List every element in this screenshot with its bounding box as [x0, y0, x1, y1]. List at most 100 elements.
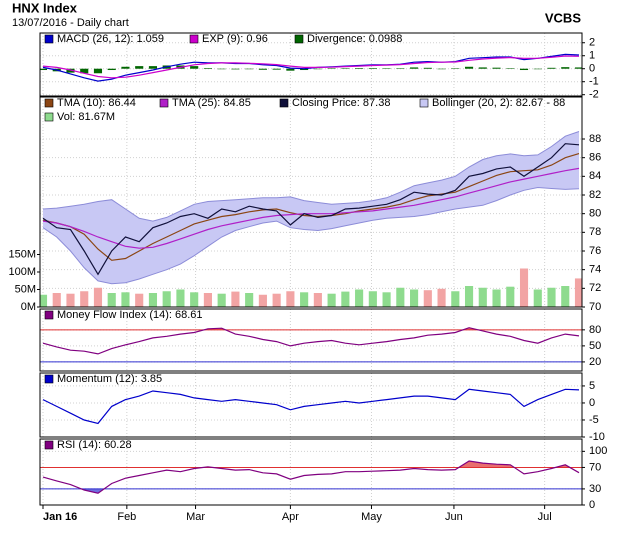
divergence-bar — [121, 66, 130, 69]
volume-bar — [258, 294, 267, 307]
divergence-bar — [66, 68, 75, 73]
legend-label: TMA (10): 86.44 — [57, 97, 136, 109]
y-tick-label: 1 — [589, 50, 595, 62]
divergence-bar — [217, 68, 226, 70]
divergence-bar — [547, 67, 556, 69]
panel-border — [39, 372, 583, 438]
x-tick-label: Jan 16 — [43, 511, 77, 523]
volume-bar — [478, 287, 487, 307]
x-tick-label: Feb — [117, 511, 136, 523]
panel-border — [39, 308, 583, 372]
volume-bar — [341, 291, 350, 307]
divergence-bar — [327, 68, 336, 69]
volume-bar — [574, 278, 582, 307]
panel-border — [39, 32, 583, 97]
volume-bar — [533, 289, 542, 307]
divergence-bar — [368, 68, 377, 69]
panel-background — [40, 439, 582, 505]
series-line — [42, 167, 580, 249]
y-tick-label: 50 — [589, 340, 601, 352]
series-line — [42, 53, 580, 82]
divergence-bar — [423, 67, 432, 69]
volume-bar — [121, 292, 130, 307]
volume-bar — [93, 287, 103, 307]
x-tick-label: Jun — [445, 511, 463, 523]
y-tick-label: 100 — [589, 445, 607, 457]
volume-bar — [300, 292, 309, 307]
divergence-bar — [313, 68, 322, 70]
x-tick-label: Apr — [282, 511, 299, 523]
y-tick-label: 84 — [589, 170, 601, 182]
divergence-bar — [519, 68, 529, 71]
y2-tick-label: 150M — [8, 248, 36, 260]
divergence-bar — [410, 67, 419, 69]
panel-body — [40, 373, 582, 437]
legend-swatch — [159, 98, 169, 108]
divergence-bar — [355, 68, 364, 69]
y-tick-label: 0 — [589, 499, 595, 511]
legend-swatch — [44, 374, 54, 384]
divergence-bar — [574, 67, 582, 69]
brand: VCBS — [545, 10, 581, 25]
y-tick-label: 72 — [589, 282, 601, 294]
legend-swatch — [44, 98, 54, 108]
divergence-bar — [451, 68, 460, 69]
y-tick-label: -2 — [589, 89, 599, 101]
divergence-bar — [300, 68, 309, 71]
legend-label: TMA (25): 84.85 — [172, 97, 251, 109]
bollinger-band — [43, 131, 579, 284]
legend-label: MACD (26, 12): 1.059 — [57, 33, 164, 45]
legend-swatch — [279, 98, 289, 108]
y-tick-label: -5 — [589, 414, 599, 426]
volume-bar — [162, 291, 171, 307]
level-fill — [81, 488, 105, 494]
legend-label: Closing Price: 87.38 — [292, 97, 390, 109]
y-tick-label: 2 — [589, 37, 595, 49]
volume-bar — [355, 289, 364, 307]
legend-swatch — [419, 98, 429, 108]
y-tick-label: 30 — [589, 483, 601, 495]
divergence-bar — [135, 66, 144, 69]
divergence-bar — [272, 68, 281, 70]
x-tick-label: May — [361, 511, 382, 523]
volume-bar — [217, 293, 226, 307]
volume-bar — [382, 292, 391, 307]
series-line — [42, 143, 580, 276]
y2-tick-label: 100M — [8, 266, 36, 278]
y-tick-label: 20 — [589, 356, 601, 368]
volume-bar — [286, 291, 295, 307]
divergence-bar — [203, 68, 212, 69]
volume-bar — [272, 293, 281, 307]
divergence-bar — [492, 67, 501, 69]
divergence-bar — [464, 66, 474, 69]
legend-label: Money Flow Index (14): 68.61 — [57, 309, 203, 321]
legend-swatch — [44, 310, 54, 320]
y-tick-label: 70 — [589, 301, 601, 313]
divergence-bar — [561, 67, 570, 69]
volume-bar — [327, 293, 336, 307]
volume-bar — [492, 289, 501, 307]
y-tick-label: 88 — [589, 133, 601, 145]
volume-bar — [561, 286, 570, 307]
legend-label: Divergence: 0.0988 — [307, 33, 402, 45]
legend-label: RSI (14): 60.28 — [57, 439, 132, 451]
divergence-bar — [341, 68, 350, 69]
panel-background — [40, 33, 582, 96]
chart-subtitle: 13/07/2016 - Daily chart — [12, 17, 129, 29]
panel-background — [40, 309, 582, 371]
volume-bar — [464, 286, 474, 307]
volume-bar — [176, 289, 185, 307]
legend-label: Momentum (12): 3.85 — [57, 373, 162, 385]
panel-border — [39, 96, 583, 308]
volume-bar — [423, 290, 432, 307]
divergence-bar — [286, 68, 295, 71]
volume-bar — [40, 294, 48, 307]
volume-bar — [410, 289, 419, 307]
y-tick-label: 80 — [589, 208, 601, 220]
series-line — [42, 55, 580, 79]
legend-label: EXP (9): 0.96 — [202, 33, 268, 45]
legend-label: Vol: 81.67M — [57, 111, 115, 123]
y2-tick-label: 50M — [15, 283, 36, 295]
y2-tick-label: 0M — [21, 301, 36, 313]
